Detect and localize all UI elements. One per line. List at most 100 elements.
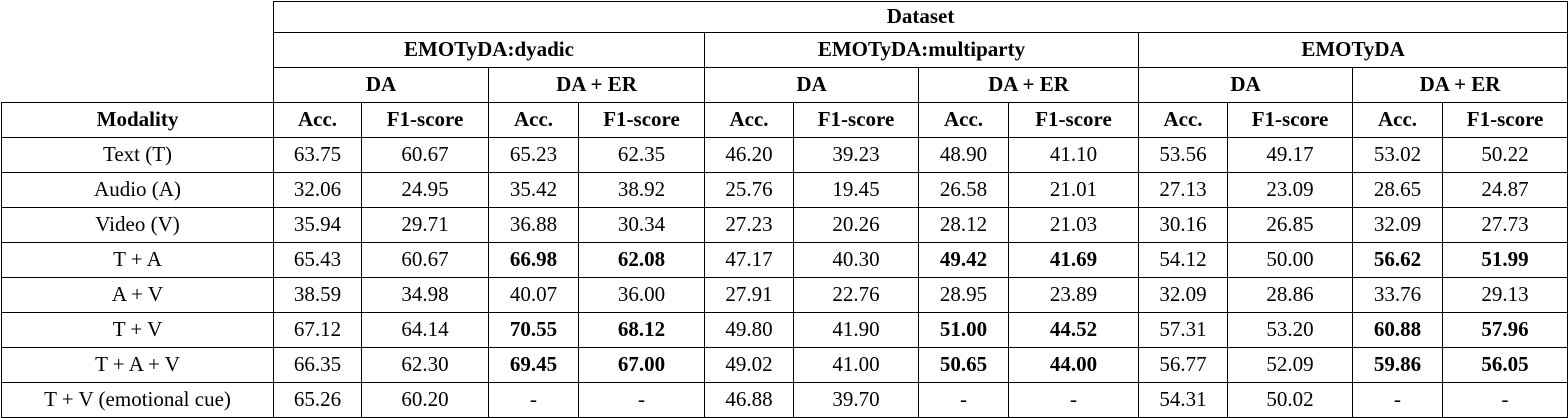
value-cell: 19.45 [793, 172, 919, 208]
value-cell: 32.09 [1138, 277, 1228, 313]
table-row: Text (T) 63.75 60.67 65.23 62.35 46.20 39.23 48… [1, 137, 1568, 173]
value-cell: 24.95 [361, 172, 489, 208]
table-body: Text (T) 63.75 60.67 65.23 62.35 46.20 39.23 48… [1, 137, 1568, 418]
value-cell: 49.17 [1227, 137, 1353, 173]
group-header-multiparty: EMOTyDA:multiparty [704, 32, 1139, 68]
value-cell: - [918, 382, 1009, 418]
value-cell: 53.20 [1227, 312, 1353, 348]
value-cell: 57.31 [1138, 312, 1228, 348]
value-cell: 41.69 [1008, 242, 1139, 278]
acc-header: Acc. [1352, 102, 1443, 138]
value-cell: 54.31 [1138, 382, 1228, 418]
value-cell: 67.12 [273, 312, 362, 348]
modality-cell: T + A [1, 242, 274, 278]
subgroup-header-da-er: DA + ER [1351, 67, 1568, 103]
value-cell: 46.88 [704, 382, 794, 418]
value-cell: 30.16 [1138, 207, 1228, 243]
value-cell: 60.67 [361, 242, 489, 278]
table-row: T + V 67.12 64.14 70.55 68.12 49.80 41.90 51.00… [1, 312, 1568, 348]
value-cell: 38.92 [578, 172, 705, 208]
value-cell: 59.86 [1352, 347, 1443, 383]
acc-header: Acc. [704, 102, 794, 138]
value-cell: 40.30 [793, 242, 919, 278]
value-cell: 26.58 [918, 172, 1009, 208]
f1-header: F1-score [1008, 102, 1139, 138]
value-cell: 65.43 [273, 242, 362, 278]
value-cell: - [1008, 382, 1139, 418]
group-header-emotyda: EMOTyDA [1137, 32, 1568, 68]
modality-cell: A + V [1, 277, 274, 313]
value-cell: 63.75 [273, 137, 362, 173]
value-cell: 62.30 [361, 347, 489, 383]
corner-blank-cell [1, 32, 274, 68]
modality-cell: Video (V) [1, 207, 274, 243]
f1-header: F1-score [1227, 102, 1353, 138]
f1-header: F1-score [361, 102, 489, 138]
value-cell: 50.00 [1227, 242, 1353, 278]
value-cell: 66.35 [273, 347, 362, 383]
value-cell: 49.02 [704, 347, 794, 383]
value-cell: 60.67 [361, 137, 489, 173]
value-cell: 25.76 [704, 172, 794, 208]
group-header-dyadic: EMOTyDA:dyadic [273, 32, 705, 68]
value-cell: 65.26 [273, 382, 362, 418]
table-row: T + V (emotional cue) 65.26 60.20- -46.88 39… [1, 382, 1568, 418]
value-cell: 34.98 [361, 277, 489, 313]
value-cell: 36.88 [488, 207, 579, 243]
value-cell: 46.20 [704, 137, 794, 173]
value-cell: 50.22 [1441, 137, 1568, 173]
value-cell: 38.59 [273, 277, 362, 313]
subgroup-header-da: DA [704, 67, 919, 103]
table-row: Video (V) 35.94 29.71 36.88 30.34 27.23 20.26 2… [1, 207, 1568, 243]
modality-cell: T + V [1, 312, 274, 348]
value-cell: 62.08 [578, 242, 705, 278]
value-cell: - [578, 382, 705, 418]
acc-header: Acc. [488, 102, 579, 138]
table-row: Audio (A) 32.06 24.95 35.42 38.92 25.76 19.45 2… [1, 172, 1568, 208]
value-cell: 62.35 [578, 137, 705, 173]
value-cell: 26.85 [1227, 207, 1353, 243]
value-cell: 28.95 [918, 277, 1009, 313]
value-cell: 27.91 [704, 277, 794, 313]
value-cell: 53.02 [1352, 137, 1443, 173]
modality-header: Modality [1, 102, 274, 138]
value-cell: 56.05 [1441, 347, 1568, 383]
value-cell: 32.09 [1352, 207, 1443, 243]
value-cell: 29.13 [1441, 277, 1568, 313]
dataset-header: Dataset [272, 1, 1568, 33]
value-cell: 23.09 [1227, 172, 1353, 208]
header-row-metrics: Modality Acc. F1-score Acc. F1-score Acc… [1, 102, 1568, 138]
value-cell: 66.98 [488, 242, 579, 278]
f1-header: F1-score [793, 102, 919, 138]
value-cell: 28.65 [1352, 172, 1443, 208]
value-cell: 49.42 [918, 242, 1009, 278]
value-cell: 47.17 [704, 242, 794, 278]
corner-blank-cell [1, 67, 274, 103]
value-cell: 60.88 [1352, 312, 1443, 348]
header-row-dataset: Dataset [1, 1, 1568, 33]
corner-blank-cell [1, 1, 274, 33]
value-cell: 57.96 [1441, 312, 1568, 348]
value-cell: 30.34 [578, 207, 705, 243]
value-cell: 35.94 [273, 207, 362, 243]
value-cell: 41.00 [793, 347, 919, 383]
f1-header: F1-score [578, 102, 705, 138]
subgroup-header-da-er: DA + ER [918, 67, 1139, 103]
value-cell: 69.45 [488, 347, 579, 383]
value-cell: 28.12 [918, 207, 1009, 243]
value-cell: 39.23 [793, 137, 919, 173]
value-cell: 21.03 [1008, 207, 1139, 243]
value-cell: 29.71 [361, 207, 489, 243]
subgroup-header-da: DA [273, 67, 489, 103]
value-cell: 24.87 [1441, 172, 1568, 208]
acc-header: Acc. [1138, 102, 1228, 138]
acc-header: Acc. [273, 102, 362, 138]
value-cell: 27.73 [1441, 207, 1568, 243]
value-cell: 50.65 [918, 347, 1009, 383]
value-cell: 51.99 [1441, 242, 1568, 278]
table-row: T + A 65.43 60.67 66.98 62.08 47.17 40.30 49.42… [1, 242, 1568, 278]
value-cell: 23.89 [1008, 277, 1139, 313]
header-row-subgroups: DA DA + ER DA DA + ER DA DA + ER [1, 67, 1568, 103]
header-row-groups: EMOTyDA:dyadic EMOTyDA:multiparty EMOTyD… [1, 32, 1568, 68]
